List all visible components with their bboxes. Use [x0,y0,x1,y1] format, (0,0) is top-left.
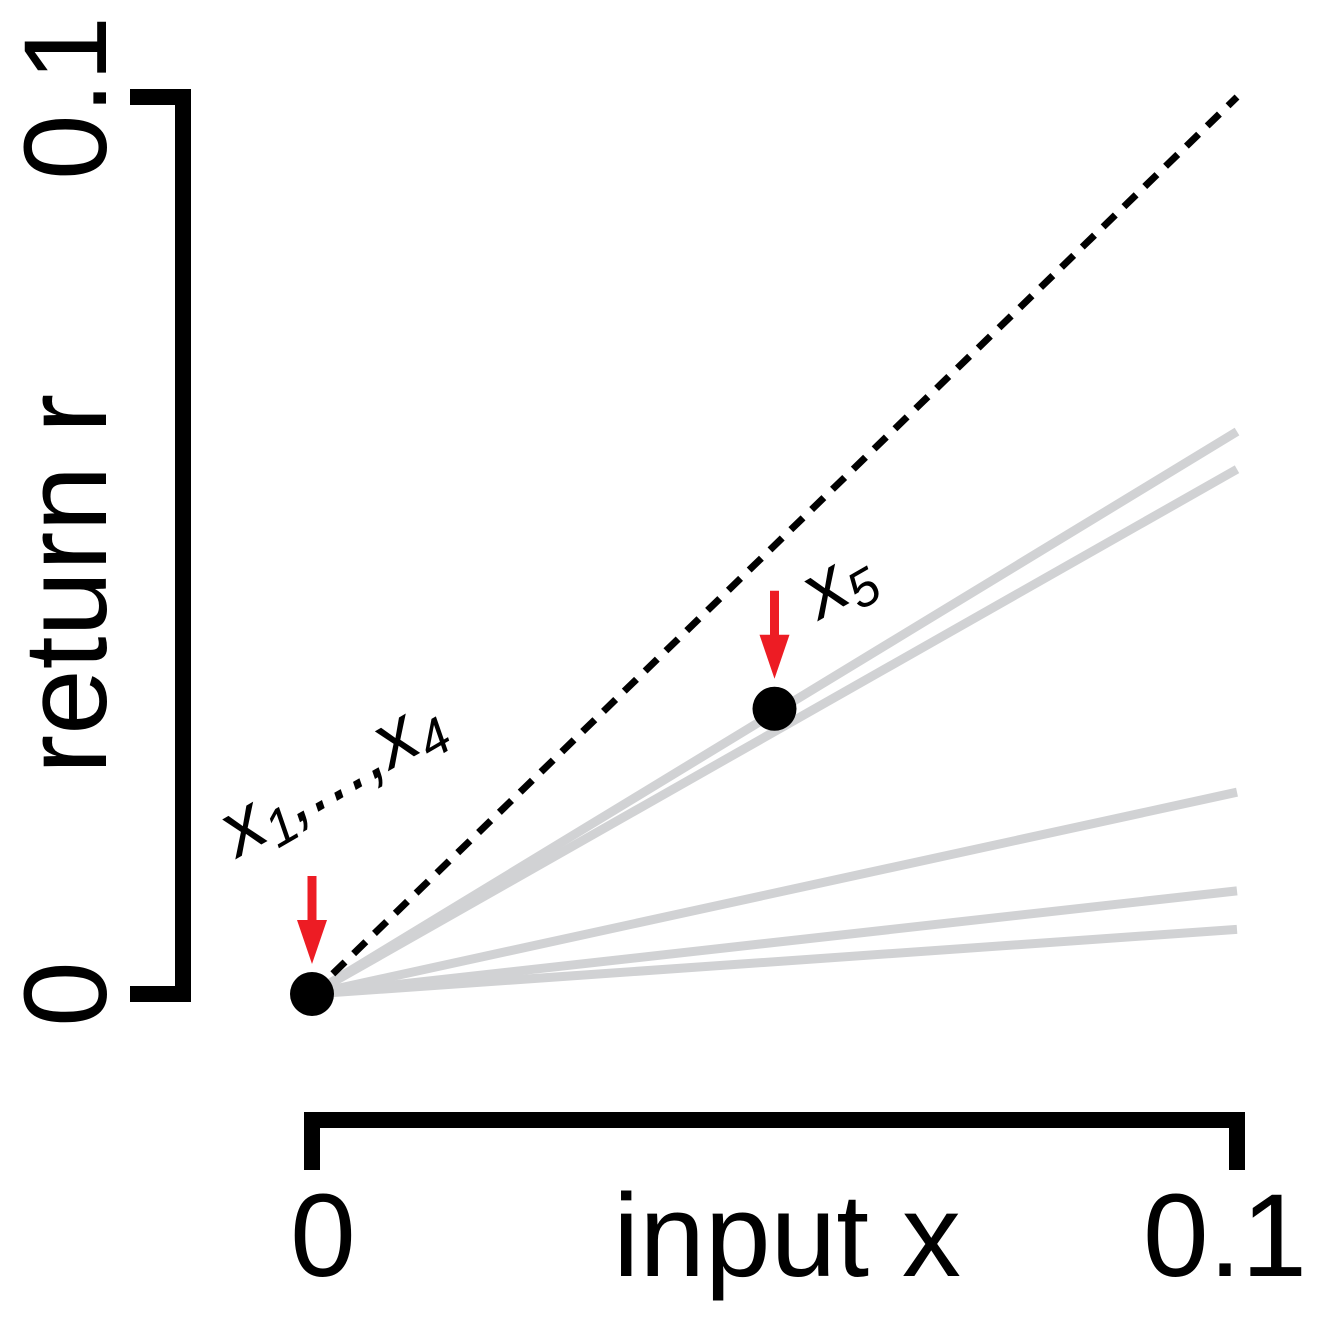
series-line [309,465,1240,998]
x-axis-title: input x [613,1170,961,1302]
x-tick-label: 0.1 [1143,1170,1307,1302]
data-point [290,972,334,1016]
y-axis-title: return r [0,394,132,774]
series-line [311,886,1238,999]
annotation-x1-x4: x1,...,x4 [199,674,461,880]
identity-reference-line [309,94,1240,997]
series-line [311,787,1238,999]
annotation-x5: x5 [781,524,892,643]
series-line [311,924,1238,999]
y-tick-label: 0.1 [0,16,132,180]
data-point [752,686,797,731]
x-tick-label: 0 [290,1170,356,1302]
y-axis-line [130,89,191,1002]
x-axis-line [304,1112,1245,1170]
red-arrow-icon [297,876,327,964]
y-tick-label: 0 [0,961,132,1027]
red-arrow-icon [759,590,790,679]
